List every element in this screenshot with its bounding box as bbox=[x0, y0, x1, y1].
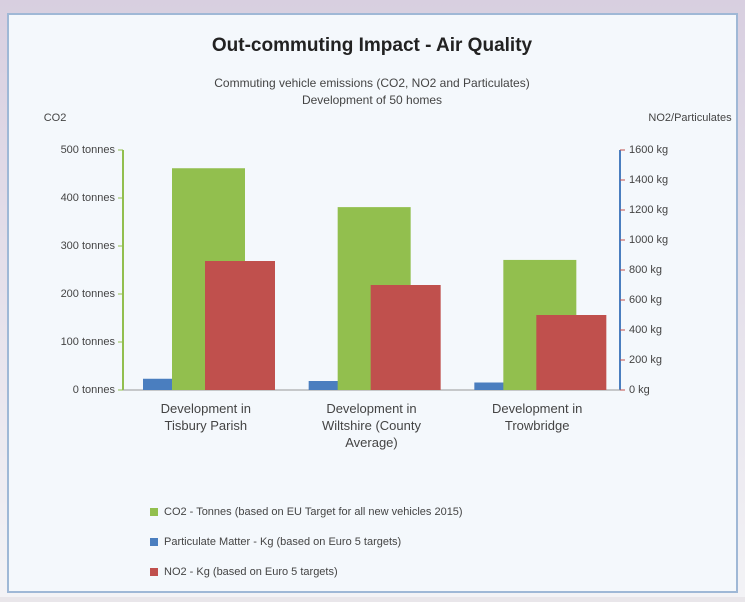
y2-tick-label: 400 kg bbox=[629, 324, 662, 336]
y-tick-label: 400 tonnes bbox=[61, 192, 116, 204]
y-tick-label: 300 tonnes bbox=[61, 240, 116, 252]
y2-tick-label: 1000 kg bbox=[629, 234, 668, 246]
x-tick-label: Development in Trowbridge bbox=[491, 401, 583, 433]
x-tick-label-box: Development in Tisbury Parish bbox=[160, 401, 251, 433]
x-tick-label-box: Development in Trowbridge bbox=[491, 401, 583, 433]
y2-tick-label: 800 kg bbox=[629, 264, 662, 276]
legend-swatch bbox=[150, 538, 158, 546]
y-axis-label: CO2 bbox=[44, 112, 67, 124]
bar bbox=[205, 261, 275, 390]
bar bbox=[536, 315, 607, 390]
x-tick-label: Development in Tisbury Parish bbox=[160, 401, 251, 433]
legend-label: Particulate Matter - Kg (based on Euro 5… bbox=[164, 536, 401, 548]
y2-tick-label: 1200 kg bbox=[629, 204, 668, 216]
legend-label: CO2 - Tonnes (based on EU Target for all… bbox=[164, 506, 463, 518]
subtitle: Development of 50 homes bbox=[302, 93, 442, 107]
y2-tick-label: 600 kg bbox=[629, 294, 662, 306]
y-tick-label: 200 tonnes bbox=[61, 288, 116, 300]
subtitle: Commuting vehicle emissions (CO2, NO2 an… bbox=[214, 76, 529, 90]
y2-tick-label: 0 kg bbox=[629, 384, 650, 396]
y2-axis-label: NO2/Particulates bbox=[648, 112, 732, 124]
bar bbox=[370, 285, 441, 390]
legend-swatch bbox=[150, 568, 158, 576]
y2-tick-label: 1600 kg bbox=[629, 144, 668, 156]
y-tick-label: 100 tonnes bbox=[61, 336, 116, 348]
x-tick-label-box: Development in Wiltshire (County Average… bbox=[322, 401, 421, 450]
x-tick-label: Development in Wiltshire (County Average… bbox=[322, 401, 421, 450]
y-tick-label: 500 tonnes bbox=[61, 144, 116, 156]
chart-title: Out-commuting Impact - Air Quality bbox=[212, 35, 533, 56]
y-tick-label: 0 tonnes bbox=[73, 384, 116, 396]
y2-tick-label: 1400 kg bbox=[629, 174, 668, 186]
legend-swatch bbox=[150, 508, 158, 516]
y2-tick-label: 200 kg bbox=[629, 354, 662, 366]
legend-label: NO2 - Kg (based on Euro 5 targets) bbox=[164, 566, 338, 578]
